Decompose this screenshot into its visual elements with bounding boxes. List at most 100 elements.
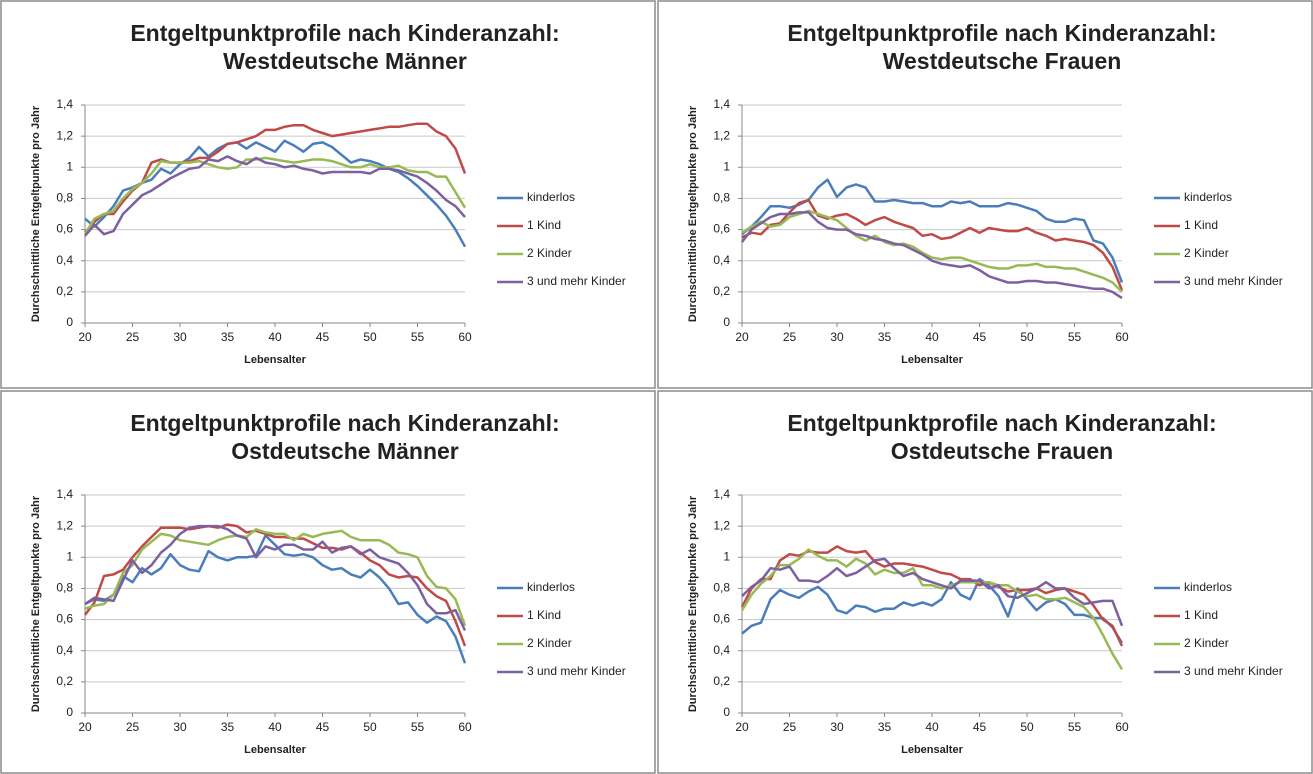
y-tick-label: 0 [723, 705, 730, 719]
y-tick-label: 1,2 [56, 518, 73, 532]
x-tick-label: 55 [411, 330, 425, 344]
legend-label: 1 Kind [527, 218, 561, 232]
chart-title: Entgeltpunktprofile nach Kinderanzahl: [787, 410, 1216, 436]
x-axis-title: Lebensalter [244, 744, 306, 756]
x-tick-label: 40 [268, 330, 282, 344]
x-axis-title: Lebensalter [244, 354, 306, 366]
x-tick-label: 50 [1020, 720, 1034, 734]
legend-label: kinderlos [527, 580, 575, 594]
y-tick-label: 0,8 [713, 581, 730, 595]
y-tick-label: 0,6 [713, 222, 730, 236]
x-tick-label: 30 [830, 330, 844, 344]
series-line [741, 557, 1124, 627]
y-tick-label: 0,6 [56, 222, 73, 236]
chart-panel: Entgeltpunktprofile nach Kinderanzahl:We… [30, 20, 626, 366]
y-tick-label: 0,8 [56, 581, 73, 595]
y-tick-label: 1,4 [56, 97, 73, 111]
legend-label: 2 Kinder [1184, 246, 1229, 260]
x-tick-label: 45 [316, 720, 330, 734]
y-tick-label: 0,4 [713, 643, 730, 657]
y-tick-label: 1,2 [56, 128, 73, 142]
legend-label: 3 und mehr Kinder [527, 664, 626, 678]
x-tick-label: 50 [363, 330, 377, 344]
y-tick-label: 0,4 [56, 253, 73, 267]
x-tick-label: 60 [458, 720, 472, 734]
legend-label: 1 Kind [527, 608, 561, 622]
series-line [84, 523, 467, 647]
y-tick-label: 0,8 [713, 191, 730, 205]
x-tick-label: 55 [1068, 330, 1082, 344]
x-tick-label: 45 [316, 330, 330, 344]
y-tick-label: 0,2 [713, 674, 730, 688]
x-tick-label: 35 [878, 330, 892, 344]
x-tick-label: 55 [1068, 720, 1082, 734]
x-tick-label: 20 [735, 720, 749, 734]
series-line [83, 156, 467, 235]
series-line [84, 155, 466, 237]
x-tick-label: 40 [268, 720, 282, 734]
chart-panel: Entgeltpunktprofile nach Kinderanzahl:We… [687, 20, 1283, 366]
y-axis-title: Durchschnittliche Entgeltpunkte pro Jahr [30, 105, 42, 322]
chart-title: Entgeltpunktprofile nach Kinderanzahl: [130, 20, 559, 46]
chart-subtitle: Westdeutsche Männer [223, 48, 467, 74]
x-tick-label: 20 [78, 720, 92, 734]
chart-subtitle: Westdeutsche Frauen [883, 48, 1122, 74]
legend-label: kinderlos [527, 190, 575, 204]
legend-label: 2 Kinder [527, 636, 572, 650]
y-tick-label: 0,4 [56, 643, 73, 657]
legend-label: kinderlos [1184, 190, 1232, 204]
y-tick-label: 1,2 [713, 128, 730, 142]
chart-subtitle: Ostdeutsche Frauen [891, 438, 1113, 464]
y-tick-label: 0,2 [56, 674, 73, 688]
x-tick-label: 25 [126, 720, 140, 734]
chart-panel: Entgeltpunktprofile nach Kinderanzahl:Os… [30, 410, 626, 756]
x-tick-label: 45 [973, 720, 987, 734]
y-tick-label: 0,6 [713, 612, 730, 626]
x-tick-label: 60 [1115, 720, 1129, 734]
y-tick-label: 1,2 [713, 518, 730, 532]
y-tick-label: 1 [723, 159, 730, 173]
y-tick-label: 1,4 [713, 487, 730, 501]
y-tick-label: 0,2 [56, 284, 73, 298]
panel-border [0, 390, 656, 774]
x-tick-label: 60 [458, 330, 472, 344]
x-tick-label: 20 [78, 330, 92, 344]
x-tick-label: 30 [830, 720, 844, 734]
x-tick-label: 30 [173, 720, 187, 734]
series-line [84, 528, 467, 627]
x-tick-label: 40 [925, 330, 939, 344]
legend-label: 3 und mehr Kinder [1184, 274, 1283, 288]
x-tick-label: 55 [411, 720, 425, 734]
x-tick-label: 25 [126, 330, 140, 344]
legend-label: 3 und mehr Kinder [1184, 664, 1283, 678]
chart-subtitle: Ostdeutsche Männer [231, 438, 459, 464]
chart-panel: Entgeltpunktprofile nach Kinderanzahl:Os… [687, 410, 1283, 756]
series-line [741, 198, 1124, 291]
y-axis-title: Durchschnittliche Entgeltpunkte pro Jahr [687, 495, 699, 712]
chart-title: Entgeltpunktprofile nach Kinderanzahl: [130, 410, 559, 436]
x-tick-label: 25 [783, 330, 797, 344]
legend-label: 3 und mehr Kinder [527, 274, 626, 288]
y-tick-label: 0,6 [56, 612, 73, 626]
x-tick-label: 50 [363, 720, 377, 734]
x-tick-label: 40 [925, 720, 939, 734]
series-line [84, 122, 467, 234]
x-tick-label: 30 [173, 330, 187, 344]
y-tick-label: 1,4 [713, 97, 730, 111]
y-axis-title: Durchschnittliche Entgeltpunkte pro Jahr [687, 105, 699, 322]
y-tick-label: 0,8 [56, 191, 73, 205]
series-line [741, 577, 1124, 644]
y-tick-label: 0 [723, 315, 730, 329]
series-line [84, 524, 467, 632]
y-tick-label: 1,4 [56, 487, 73, 501]
series-line [740, 548, 1124, 671]
x-tick-label: 35 [221, 330, 235, 344]
series-line [741, 211, 1123, 300]
legend-label: 2 Kinder [527, 246, 572, 260]
chart-title: Entgeltpunktprofile nach Kinderanzahl: [787, 20, 1216, 46]
y-tick-label: 1 [723, 549, 730, 563]
series-line [84, 139, 467, 248]
series-line [84, 534, 467, 664]
y-tick-label: 0 [66, 315, 73, 329]
